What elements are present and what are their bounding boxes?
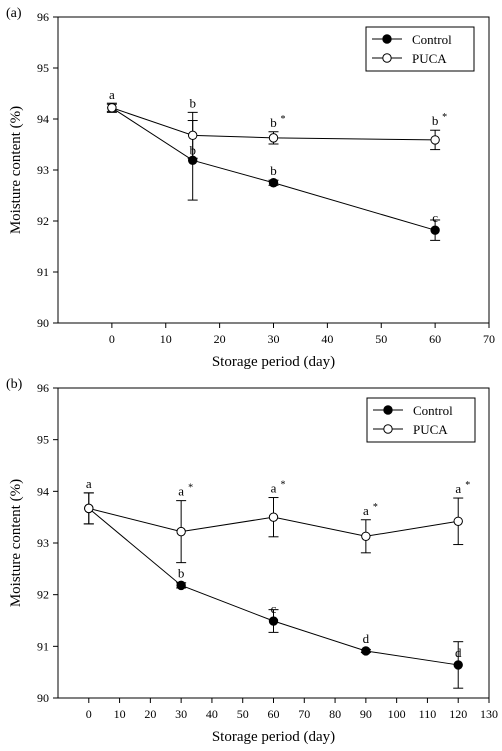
x-tick-label: 60 — [268, 707, 280, 721]
legend-marker — [383, 405, 393, 415]
x-tick-label: 40 — [206, 707, 218, 721]
legend-label: Control — [412, 32, 452, 47]
x-tick-label: 90 — [360, 707, 372, 721]
y-tick-label: 93 — [37, 536, 49, 550]
x-tick-label: 0 — [109, 332, 115, 346]
series-line-puca — [111, 107, 436, 141]
significance-asterisk: * — [188, 483, 193, 494]
data-point-puca — [453, 516, 463, 526]
data-point-control — [361, 646, 371, 656]
y-tick-label: 94 — [37, 112, 49, 126]
x-tick-label: 40 — [321, 332, 333, 346]
legend-marker — [383, 424, 393, 434]
data-point-control — [430, 225, 440, 235]
y-tick-label: 94 — [37, 484, 49, 498]
panel-label: (b) — [6, 377, 23, 392]
x-tick-label: 50 — [237, 707, 249, 721]
y-tick-label: 95 — [37, 61, 49, 75]
x-tick-label: 110 — [419, 707, 437, 721]
x-tick-label: 130 — [480, 707, 498, 721]
x-tick-label: 120 — [449, 707, 467, 721]
x-tick-label: 30 — [175, 707, 187, 721]
significance-letter: b — [178, 565, 185, 580]
significance-letter: d — [455, 645, 462, 660]
data-point-control — [268, 178, 279, 188]
significance-letter: a — [363, 503, 369, 518]
significance-letter: b — [432, 113, 439, 128]
data-point-control — [453, 660, 463, 670]
panel-label: (a) — [6, 6, 22, 21]
significance-letter: b — [189, 142, 196, 157]
y-tick-label: 91 — [37, 265, 49, 279]
legend-label: PUCA — [413, 422, 448, 437]
significance-asterisk: * — [281, 114, 286, 125]
legend-label: PUCA — [412, 51, 447, 66]
x-axis-label: Storage period (day) — [212, 354, 335, 370]
chart-panel-a: (a) 0 10 20 30 40 50 60 70 90 91 92 93 94 95 96 Storage … — [6, 6, 495, 370]
x-tick-label: 100 — [388, 707, 406, 721]
significance-asterisk: * — [442, 112, 447, 123]
significance-letter: c — [271, 601, 277, 616]
significance-letter: c — [432, 210, 438, 225]
y-tick-label: 96 — [37, 381, 49, 395]
significance-letter: b — [270, 163, 277, 178]
x-tick-label: 20 — [144, 707, 156, 721]
y-axis-label: Moisture content (%) — [8, 479, 24, 607]
y-tick-label: 90 — [37, 316, 49, 330]
data-point-puca — [268, 512, 279, 522]
legend-marker — [382, 34, 392, 44]
data-point-puca — [176, 526, 186, 537]
data-point-puca — [107, 103, 117, 113]
x-tick-label: 80 — [329, 707, 341, 721]
significance-letter: b — [270, 115, 277, 130]
data-point-puca — [84, 503, 94, 514]
y-tick-label: 92 — [37, 588, 49, 602]
y-tick-label: 96 — [37, 10, 49, 24]
y-tick-label: 93 — [37, 163, 49, 177]
data-point-puca — [430, 135, 440, 145]
significance-letter: a — [455, 481, 461, 496]
y-tick-label: 90 — [37, 691, 49, 705]
x-tick-label: 0 — [86, 707, 92, 721]
y-axis-label: Moisture content (%) — [8, 106, 24, 234]
legend-label: Control — [413, 403, 453, 418]
data-point-control — [176, 580, 186, 591]
legend-box — [365, 26, 475, 72]
significance-letter: a — [86, 476, 92, 491]
significance-letter: a — [109, 87, 115, 102]
x-tick-label: 10 — [114, 707, 126, 721]
x-tick-label: 20 — [214, 332, 226, 346]
chart-panel-b: (b) 0 10 20 30 40 50 60 70 80 90 100 110 120 130 90 91 92… — [6, 377, 498, 745]
legend-box — [366, 397, 476, 443]
x-tick-label: 10 — [160, 332, 172, 346]
data-point-puca — [268, 133, 279, 143]
legend-marker — [382, 53, 392, 63]
y-tick-label: 95 — [37, 433, 49, 447]
x-axis-label: Storage period (day) — [212, 729, 335, 745]
x-tick-label: 50 — [375, 332, 387, 346]
x-tick-label: 30 — [268, 332, 280, 346]
x-tick-label: 60 — [429, 332, 441, 346]
significance-letter: b — [189, 95, 196, 110]
y-tick-label: 91 — [37, 639, 49, 653]
significance-asterisk: * — [465, 480, 470, 491]
y-tick-label: 92 — [37, 214, 49, 228]
data-point-control — [268, 616, 279, 626]
significance-asterisk: * — [373, 502, 378, 513]
series-line-control — [111, 107, 436, 231]
significance-letter: a — [271, 481, 277, 496]
significance-letter: a — [178, 484, 184, 499]
data-point-puca — [361, 531, 371, 541]
x-tick-label: 70 — [483, 332, 495, 346]
x-tick-label: 70 — [298, 707, 310, 721]
significance-asterisk: * — [281, 480, 286, 491]
significance-letter: d — [363, 631, 370, 646]
data-point-puca — [187, 130, 198, 141]
